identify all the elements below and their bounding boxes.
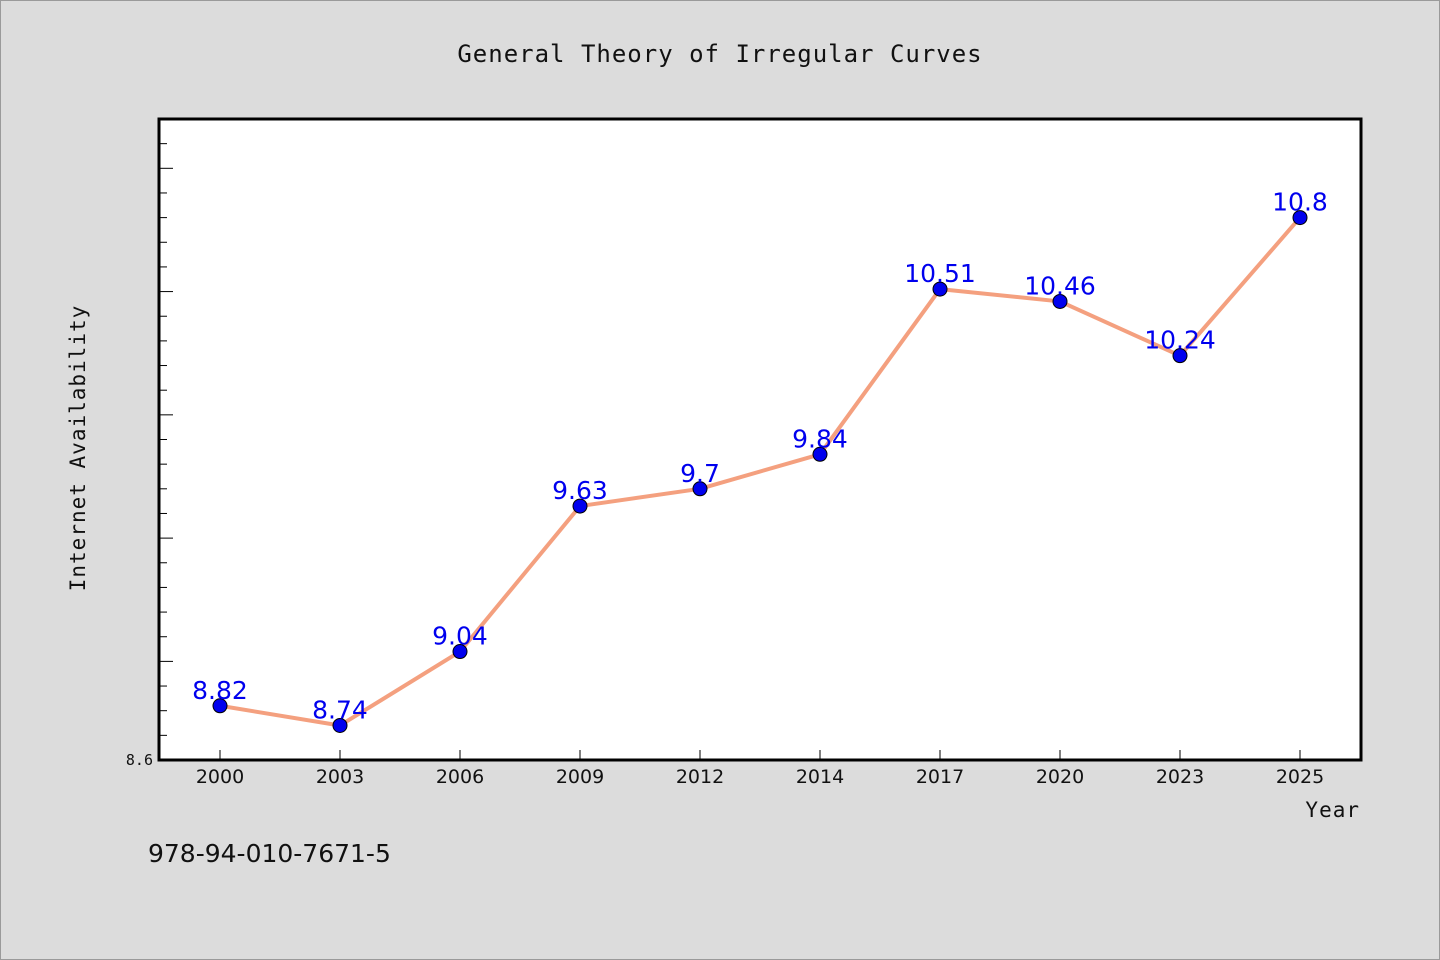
data-point-marker: [332, 717, 348, 733]
data-point-marker: [1292, 210, 1308, 226]
data-label: 8.74: [312, 695, 368, 724]
data-label: 9.04: [432, 622, 488, 651]
data-label: 9.63: [552, 476, 608, 505]
data-point-marker: [692, 481, 708, 497]
data-label: 9.84: [792, 424, 848, 453]
isbn-text: 978-94-010-7671-5: [148, 839, 391, 868]
data-label: 10.8: [1272, 188, 1328, 217]
series-line: [219, 216, 1302, 728]
data-point-marker: [1172, 348, 1188, 364]
y-axis-ticks: 8.6: [126, 118, 173, 769]
x-tick-label: 2009: [556, 766, 604, 788]
x-tick-label: 2012: [676, 766, 724, 788]
data-point-marker: [932, 281, 948, 297]
marker-group: [212, 210, 1308, 733]
x-axis-label: Year: [1305, 798, 1360, 822]
x-axis-ticks: 2000 2003 2006 2009 2012 2014 2017 2020 2023 2025: [196, 750, 1324, 788]
x-tick-label: 2000: [196, 766, 244, 788]
x-tick-label: 2023: [1156, 766, 1204, 788]
x-tick-label: 2003: [316, 766, 364, 788]
x-tick-label: 2014: [796, 766, 844, 788]
y-tick-label: 8.6: [126, 751, 153, 769]
x-tick-label: 2020: [1036, 766, 1084, 788]
y-axis-label: Internet Availability: [66, 305, 90, 592]
data-point-marker: [452, 644, 468, 660]
chart-title: General Theory of Irregular Curves: [457, 40, 982, 68]
data-point-marker: [572, 498, 588, 514]
data-label-group: 8.82 8.74 9.04 9.63 9.7 9.84 10.51 10.46 10.24 10…: [192, 188, 1328, 725]
x-tick-label: 2025: [1276, 766, 1324, 788]
data-point-marker: [1052, 293, 1068, 309]
x-tick-label: 2017: [916, 766, 964, 788]
data-point-marker: [812, 446, 828, 462]
data-label: 9.7: [680, 459, 720, 488]
data-label: 10.51: [904, 259, 976, 288]
data-label: 8.82: [192, 676, 248, 705]
data-point-marker: [212, 698, 228, 714]
data-label: 10.46: [1024, 271, 1096, 300]
series-line-group: [219, 216, 1302, 728]
data-label: 10.24: [1144, 326, 1216, 355]
plot-area: [157, 117, 1363, 762]
x-tick-label: 2006: [436, 766, 484, 788]
